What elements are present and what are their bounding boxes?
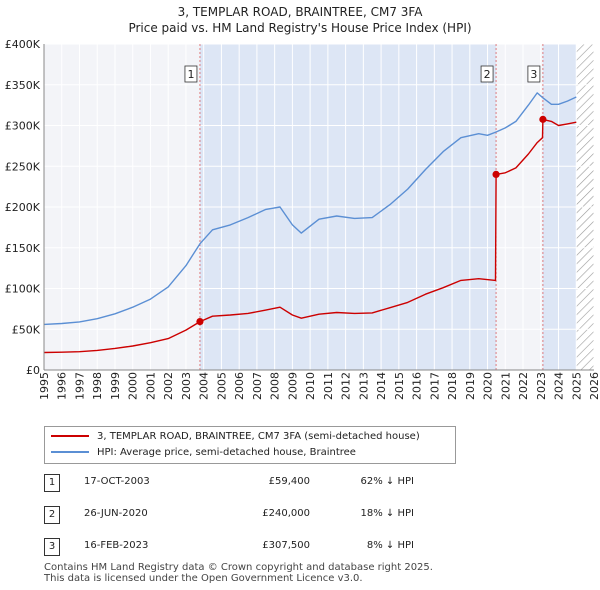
x-tick-label: 1995 — [38, 372, 51, 400]
sale-number-badge: 3 — [44, 538, 60, 556]
x-tick-label: 1996 — [56, 372, 69, 400]
sale-marker-label: 2 — [484, 68, 491, 81]
y-tick-label: £150K — [5, 242, 41, 255]
property-series-line — [43, 118, 577, 354]
y-tick-label: £250K — [5, 160, 41, 173]
footer-line-2: This data is licensed under the Open Gov… — [44, 573, 363, 584]
sale-point — [492, 170, 500, 178]
x-tick-label: 2024 — [553, 372, 566, 400]
x-tick-label: 2000 — [127, 372, 140, 400]
x-tick-label: 2026 — [588, 372, 600, 400]
y-tick-label: £50K — [12, 323, 41, 336]
x-tick-label: 2021 — [499, 372, 512, 400]
legend-swatch-hpi — [51, 451, 89, 453]
hpi-series-line — [43, 92, 577, 326]
x-tick-label: 2020 — [482, 372, 495, 400]
legend-label-hpi: HPI: Average price, semi-detached house,… — [97, 447, 356, 458]
x-tick-label: 2001 — [144, 372, 157, 400]
sale-date: 26-JUN-2020 — [84, 508, 148, 519]
sale-hpi-diff: 18% ↓ HPI — [360, 508, 414, 519]
footer-line-1: Contains HM Land Registry data © Crown c… — [44, 562, 433, 573]
legend-swatch-property — [51, 435, 89, 437]
sale-point — [539, 115, 547, 123]
x-tick-label: 2005 — [215, 372, 228, 400]
y-tick-label: £200K — [5, 201, 41, 214]
price-chart: 1 2 3 £0 £50K £100K £150K £200K £250K £300K £350K £… — [5, 38, 600, 400]
sale-point — [196, 317, 204, 326]
x-tick-label: 2009 — [286, 372, 299, 400]
sale-price: £240,000 — [262, 508, 310, 519]
legend-item-hpi: HPI: Average price, semi-detached house,… — [51, 445, 356, 461]
sale-marker-box — [480, 65, 494, 83]
x-tick-label: 2012 — [340, 372, 353, 400]
y-tick-label: £0 — [26, 364, 40, 377]
x-tick-label: 2015 — [393, 372, 406, 400]
chart-title: 3, TEMPLAR ROAD, BRAINTREE, CM7 3FA — [177, 5, 423, 19]
sale-marker-box — [527, 65, 541, 83]
x-tick-label: 2022 — [517, 372, 530, 400]
footer-attribution: Contains HM Land Registry data © Crown c… — [44, 562, 433, 584]
sale-row: 2 26-JUN-2020 £240,000 18% ↓ HPI — [44, 506, 464, 524]
sale-price: £307,500 — [262, 540, 310, 551]
sale-row: 1 17-OCT-2003 £59,400 62% ↓ HPI — [44, 474, 464, 492]
x-tick-label: 2004 — [198, 372, 211, 400]
x-tick-label: 2016 — [411, 372, 424, 400]
sale-marker-label: 1 — [187, 68, 194, 81]
sale-row: 3 16-FEB-2023 £307,500 8% ↓ HPI — [44, 538, 464, 556]
sale-number-badge: 1 — [44, 474, 60, 492]
x-tick-label: 2008 — [269, 372, 282, 400]
x-tick-label: 2019 — [464, 372, 477, 400]
chart-legend: 3, TEMPLAR ROAD, BRAINTREE, CM7 3FA (sem… — [44, 426, 456, 464]
sale-marker-label: 3 — [530, 68, 537, 81]
x-tick-label: 2025 — [570, 372, 583, 400]
x-tick-label: 2011 — [322, 372, 335, 400]
x-tick-label: 2006 — [233, 372, 246, 400]
x-tick-label: 2018 — [446, 372, 459, 400]
x-tick-label: 2023 — [535, 372, 548, 400]
sale-hpi-diff: 62% ↓ HPI — [360, 476, 414, 487]
x-tick-label: 2003 — [180, 372, 193, 400]
x-tick-label: 1998 — [91, 372, 104, 400]
x-tick-label: 2014 — [375, 372, 388, 400]
sale-date: 17-OCT-2003 — [84, 476, 150, 487]
sale-price: £59,400 — [268, 476, 310, 487]
legend-label-property: 3, TEMPLAR ROAD, BRAINTREE, CM7 3FA (sem… — [97, 431, 420, 442]
x-tick-label: 1997 — [73, 372, 86, 400]
x-tick-label: 2002 — [162, 372, 175, 400]
y-tick-label: £350K — [5, 79, 41, 92]
legend-item-property: 3, TEMPLAR ROAD, BRAINTREE, CM7 3FA (sem… — [51, 429, 420, 445]
y-tick-label: £100K — [5, 283, 41, 296]
x-tick-label: 2017 — [428, 372, 441, 400]
sale-hpi-diff: 8% ↓ HPI — [366, 540, 414, 551]
y-tick-label: £300K — [5, 120, 41, 133]
chart-subtitle: Price paid vs. HM Land Registry's House … — [128, 21, 472, 35]
x-tick-label: 1999 — [109, 372, 122, 400]
sale-marker-box — [184, 65, 198, 83]
x-tick-label: 2010 — [304, 372, 317, 400]
sale-date: 16-FEB-2023 — [84, 540, 149, 551]
sale-number-badge: 2 — [44, 506, 60, 524]
y-tick-label: £400K — [5, 38, 41, 51]
x-tick-label: 2007 — [251, 372, 264, 400]
x-tick-label: 2013 — [357, 372, 370, 400]
